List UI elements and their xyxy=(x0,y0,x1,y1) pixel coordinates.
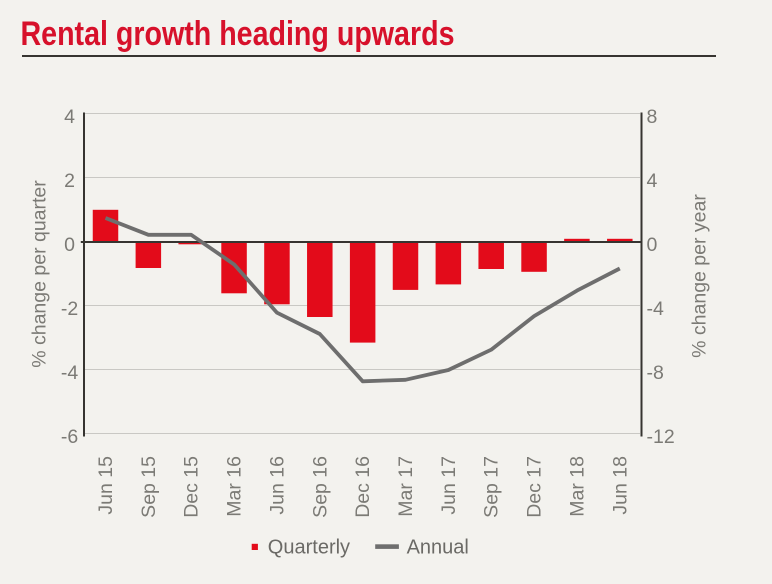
svg-text:4: 4 xyxy=(64,106,75,128)
svg-text:Annual: Annual xyxy=(407,537,469,559)
svg-text:-6: -6 xyxy=(61,426,78,448)
svg-text:Sep 16: Sep 16 xyxy=(309,456,331,518)
svg-text:Jun 17: Jun 17 xyxy=(438,456,460,515)
svg-text:Mar 18: Mar 18 xyxy=(567,456,589,517)
svg-text:8: 8 xyxy=(647,106,658,128)
svg-text:Sep 17: Sep 17 xyxy=(481,456,503,518)
svg-text:-12: -12 xyxy=(647,426,675,448)
svg-text:Dec 17: Dec 17 xyxy=(524,456,546,518)
svg-text:-2: -2 xyxy=(61,298,78,320)
svg-text:Dec 16: Dec 16 xyxy=(352,456,374,518)
svg-text:2: 2 xyxy=(64,170,75,192)
svg-text:-4: -4 xyxy=(647,298,664,320)
svg-text:4: 4 xyxy=(647,170,658,192)
svg-text:Rental growth heading upwards: Rental growth heading upwards xyxy=(21,15,455,53)
svg-text:Jun 18: Jun 18 xyxy=(609,456,631,515)
svg-text:Jun 15: Jun 15 xyxy=(95,456,117,515)
svg-text:0: 0 xyxy=(64,234,75,256)
svg-text:0: 0 xyxy=(647,234,658,256)
svg-text:Sep 15: Sep 15 xyxy=(138,456,160,518)
svg-text:Jun 16: Jun 16 xyxy=(267,456,289,515)
svg-text:% change per quarter: % change per quarter xyxy=(29,180,51,368)
svg-text:-4: -4 xyxy=(61,362,78,384)
svg-text:% change per year: % change per year xyxy=(689,194,711,358)
svg-text:-8: -8 xyxy=(647,362,664,384)
svg-text:Mar 16: Mar 16 xyxy=(224,456,246,517)
svg-text:Quarterly: Quarterly xyxy=(268,537,350,559)
svg-text:Dec 15: Dec 15 xyxy=(181,456,203,518)
svg-text:Mar 17: Mar 17 xyxy=(395,456,417,517)
